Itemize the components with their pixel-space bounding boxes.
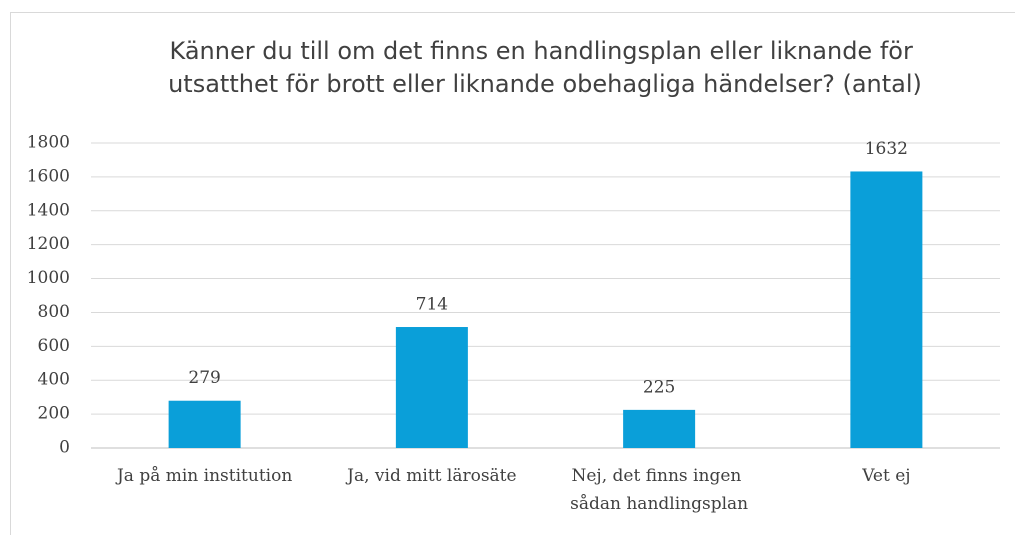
x-tick-label: Nej, det finns ingen sådan handlingsplan xyxy=(570,466,748,514)
x-tick-label: Vet ej xyxy=(861,466,910,486)
y-tick-label: 1400 xyxy=(27,200,70,220)
value-label: 225 xyxy=(643,377,675,397)
value-label: 714 xyxy=(416,295,448,315)
chart-title: Känner du till om det finns en handlings… xyxy=(168,37,922,98)
y-tick-label: 1000 xyxy=(27,268,70,288)
value-label: 1632 xyxy=(865,139,908,159)
y-tick-label: 400 xyxy=(38,370,70,390)
x-tick-label: Ja, vid mitt lärosäte xyxy=(345,466,516,486)
bar xyxy=(850,171,923,448)
bar xyxy=(168,400,241,448)
y-tick-label: 200 xyxy=(38,404,70,424)
value-label: 279 xyxy=(188,368,220,388)
y-tick-label: 0 xyxy=(59,438,70,458)
y-tick-label: 800 xyxy=(38,302,70,322)
y-tick-label: 1600 xyxy=(27,166,70,186)
y-tick-label: 1200 xyxy=(27,234,70,254)
y-tick-label: 1800 xyxy=(27,133,70,153)
x-tick-label: Ja på min institution xyxy=(115,466,292,486)
y-tick-label: 600 xyxy=(38,336,70,356)
bar xyxy=(395,327,468,448)
bar xyxy=(623,409,696,448)
